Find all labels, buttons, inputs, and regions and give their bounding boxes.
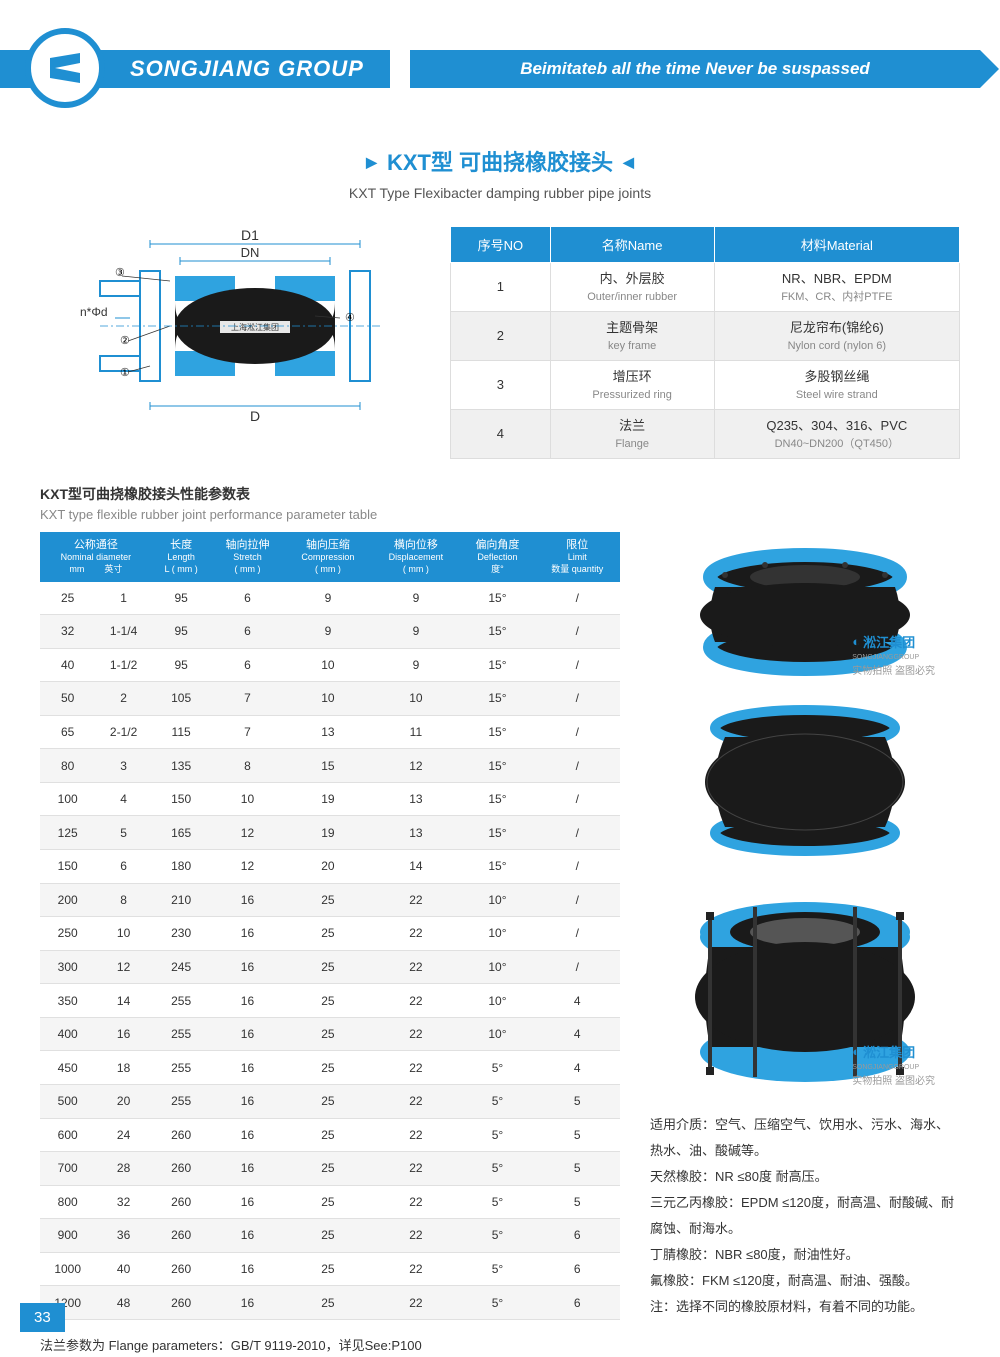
note-line: 丁腈橡胶：NBR ≤80度，耐油性好。 — [650, 1242, 960, 1268]
side-column: ◐ 淞江集团SONGJIANGGROUP实物拍照 盗图必究 ◐ 淞江集团SONG… — [650, 532, 960, 1320]
param-row: 3001224516252210°/ — [40, 950, 620, 984]
technical-diagram: D1 DN 上海淞江集团 n*Φd ③ ② ① ④ D — [40, 226, 410, 426]
param-row: 900362601625225°6 — [40, 1219, 620, 1253]
label-nphi: n*Φd — [80, 305, 108, 319]
title-section: ▶KXT型 可曲挠橡胶接头◀ KXT Type Flexibacter damp… — [0, 145, 1000, 201]
param-row: 150618012201415°/ — [40, 850, 620, 884]
param-header: 偏向角度Deflection度° — [460, 532, 534, 582]
param-row: 125516512191315°/ — [40, 816, 620, 850]
title-en: KXT Type Flexibacter damping rubber pipe… — [0, 185, 1000, 201]
param-row: 652-1/21157131115°/ — [40, 715, 620, 749]
brand-name: SONGJIANG GROUP — [130, 56, 364, 82]
product-image-2 — [675, 702, 935, 862]
param-row: 4001625516252210°4 — [40, 1017, 620, 1051]
param-row: 2501023016252210°/ — [40, 917, 620, 951]
param-row: 8031358151215°/ — [40, 749, 620, 783]
notes: 适用介质：空气、压缩空气、饮用水、污水、海水、热水、油、酸碱等。天然橡胶：NR … — [650, 1112, 960, 1320]
param-header: 长度LengthL ( mm ) — [152, 532, 211, 582]
note-line: 注：选择不同的橡胶原材料，有着不同的功能。 — [650, 1294, 960, 1320]
note-line: 三元乙丙橡胶：EPDM ≤120度，耐高温、耐酸碱、耐腐蚀、耐海水。 — [650, 1190, 960, 1242]
product-image-3: ◐ 淞江集团SONGJIANGGROUP实物拍照 盗图必究 — [675, 877, 935, 1097]
param-row: 450182551625225°4 — [40, 1051, 620, 1085]
page-number: 33 — [20, 1303, 65, 1332]
svg-text:③: ③ — [115, 267, 125, 279]
triangle-icon: ◀ — [623, 154, 634, 170]
param-row: 1200482601625225°6 — [40, 1286, 620, 1320]
title-cn: ▶KXT型 可曲挠橡胶接头◀ — [0, 145, 1000, 177]
note-line: 天然橡胶：NR ≤80度 耐高压。 — [650, 1164, 960, 1190]
param-title-en: KXT type flexible rubber joint performan… — [40, 507, 1000, 522]
param-row: 321-1/49569915°/ — [40, 615, 620, 649]
parameters-table: 公称通径Nominal diametermm 英寸长度LengthL ( mm … — [40, 532, 620, 1320]
logo — [25, 28, 105, 108]
materials-table: 序号NO名称Name材料Material 1内、外层胶Outer/inner r… — [450, 226, 960, 459]
flange-note: 法兰参数为 Flange parameters：GB/T 9119-2010，详… — [40, 1335, 1000, 1354]
watermark: ◐ 淞江集团SONGJIANGGROUP实物拍照 盗图必究 — [852, 1042, 935, 1087]
mat-row: 4法兰FlangeQ235、304、316、PVCDN40~DN200（QT45… — [451, 410, 960, 459]
param-row: 800322601625225°5 — [40, 1185, 620, 1219]
param-row: 5021057101015°/ — [40, 682, 620, 716]
mat-header: 材料Material — [714, 227, 959, 263]
param-row: 1000402601625225°6 — [40, 1252, 620, 1286]
note-line: 适用介质：空气、压缩空气、饮用水、污水、海水、热水、油、酸碱等。 — [650, 1112, 960, 1164]
top-row: D1 DN 上海淞江集团 n*Φd ③ ② ① ④ D 序号NO名称Name材料… — [40, 226, 960, 459]
param-row: 2519569915°/ — [40, 582, 620, 615]
header: SONGJIANG GROUP Beimitateb all the time … — [0, 0, 1000, 100]
svg-text:④: ④ — [345, 312, 355, 324]
label-dn: DN — [241, 245, 260, 260]
main-row: 公称通径Nominal diametermm 英寸长度LengthL ( mm … — [40, 532, 960, 1320]
mat-row: 1内、外层胶Outer/inner rubberNR、NBR、EPDMFKM、C… — [451, 263, 960, 312]
param-row: 401-1/295610915°/ — [40, 648, 620, 682]
product-image-1: ◐ 淞江集团SONGJIANGGROUP实物拍照 盗图必究 — [675, 537, 935, 687]
param-row: 200821016252210°/ — [40, 883, 620, 917]
param-header: 横向位移Displacement( mm ) — [371, 532, 460, 582]
param-title-cn: KXT型可曲挠橡胶接头性能参数表 — [40, 484, 1000, 504]
label-d: D — [250, 408, 260, 424]
param-row: 700282601625225°5 — [40, 1152, 620, 1186]
note-line: 氟橡胶：FKM ≤120度，耐高温、耐油、强酸。 — [650, 1268, 960, 1294]
param-row: 3501425516252210°4 — [40, 984, 620, 1018]
param-header: 限位Limit数量 quantity — [534, 532, 620, 582]
param-header: 公称通径Nominal diametermm 英寸 — [40, 532, 152, 582]
param-row: 500202551625225°5 — [40, 1084, 620, 1118]
slogan-banner: Beimitateb all the time Never be suspass… — [410, 50, 980, 88]
svg-text:上海淞江集团: 上海淞江集团 — [231, 322, 279, 332]
triangle-icon: ▶ — [366, 154, 377, 170]
param-header: 轴向拉伸Stretch( mm ) — [210, 532, 284, 582]
mat-row: 3增压环Pressurized ring多股钢丝绳Steel wire stra… — [451, 361, 960, 410]
watermark: ◐ 淞江集团SONGJIANGGROUP实物拍照 盗图必究 — [852, 632, 935, 677]
svg-text:①: ① — [120, 367, 130, 379]
param-header: 轴向压缩Compression( mm ) — [284, 532, 371, 582]
mat-header: 序号NO — [451, 227, 551, 263]
mat-row: 2主题骨架key frame尼龙帘布(锦纶6)Nylon cord (nylon… — [451, 312, 960, 361]
label-d1: D1 — [241, 227, 259, 243]
param-row: 600242601625225°5 — [40, 1118, 620, 1152]
mat-header: 名称Name — [550, 227, 714, 263]
param-row: 100415010191315°/ — [40, 782, 620, 816]
